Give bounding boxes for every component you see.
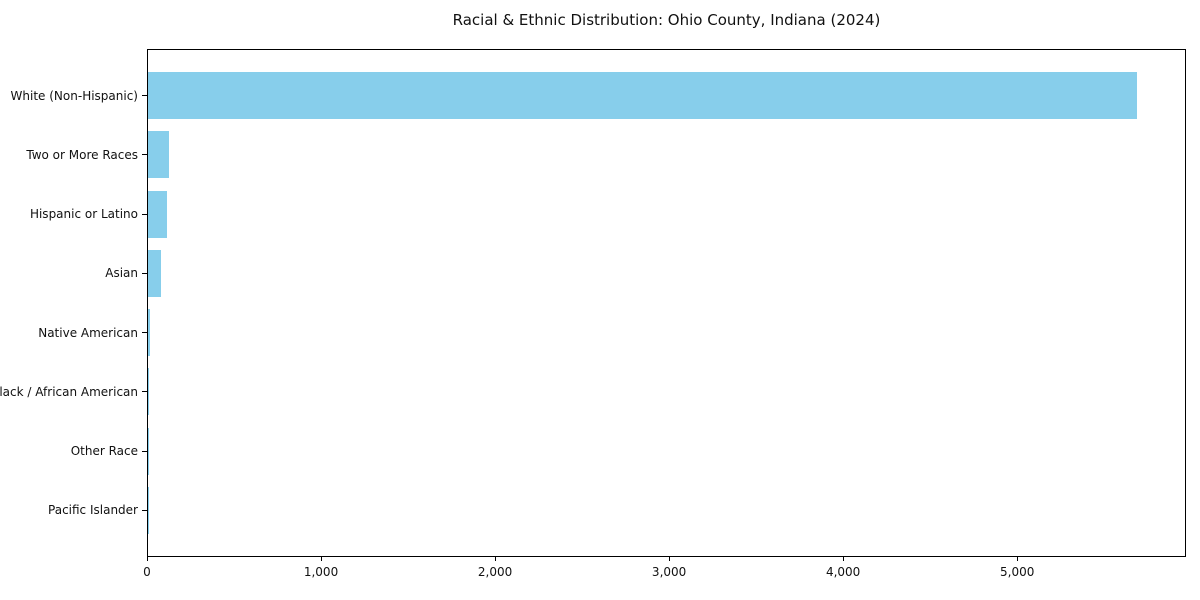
x-tick-label: 3,000 bbox=[651, 565, 687, 579]
y-axis-tick bbox=[142, 272, 147, 274]
bar-white-non-hispanic bbox=[148, 72, 1138, 120]
y-axis-tick bbox=[142, 450, 147, 452]
category-label-white-non-hispanic: White (Non-Hispanic) bbox=[10, 88, 138, 103]
bar-hispanic-or-latino bbox=[148, 190, 168, 238]
y-axis-tick bbox=[142, 95, 147, 97]
category-label-native-american: Native American bbox=[38, 325, 138, 340]
bar-other-race bbox=[148, 427, 149, 475]
y-axis-tick bbox=[142, 391, 147, 393]
bar-native-american bbox=[148, 309, 151, 357]
x-axis-tick bbox=[495, 557, 497, 561]
y-axis-tick bbox=[142, 213, 147, 215]
chart-title: Racial & Ethnic Distribution: Ohio Count… bbox=[452, 11, 881, 29]
y-axis-tick bbox=[142, 509, 147, 511]
x-tick-label: 1,000 bbox=[303, 565, 339, 579]
category-label-pacific-islander: Pacific Islander bbox=[48, 503, 138, 518]
bar-two-or-more-races bbox=[148, 131, 170, 179]
x-axis-tick bbox=[147, 557, 148, 561]
x-tick-label: 2,000 bbox=[477, 565, 513, 579]
category-label-hispanic-or-latino: Hispanic or Latino bbox=[29, 207, 138, 222]
x-axis-tick bbox=[1017, 557, 1019, 561]
x-axis-tick bbox=[669, 557, 671, 561]
bar-asian bbox=[148, 249, 161, 297]
y-axis-tick bbox=[142, 154, 147, 156]
bar-black-african-american bbox=[148, 368, 150, 416]
plot-area bbox=[147, 49, 1186, 557]
category-label-other-race: Other Race bbox=[70, 444, 138, 459]
x-tick-label: 0 bbox=[143, 565, 151, 579]
category-label-asian: Asian bbox=[105, 266, 138, 281]
x-tick-label: 4,000 bbox=[825, 565, 861, 579]
x-axis-tick bbox=[321, 557, 323, 561]
category-label-black-african-american: Black / African American bbox=[0, 384, 138, 399]
x-tick-label: 5,000 bbox=[999, 565, 1035, 579]
category-label-two-or-more-races: Two or More Races bbox=[26, 147, 138, 162]
x-axis-tick bbox=[843, 557, 845, 561]
y-axis-tick bbox=[142, 332, 147, 334]
